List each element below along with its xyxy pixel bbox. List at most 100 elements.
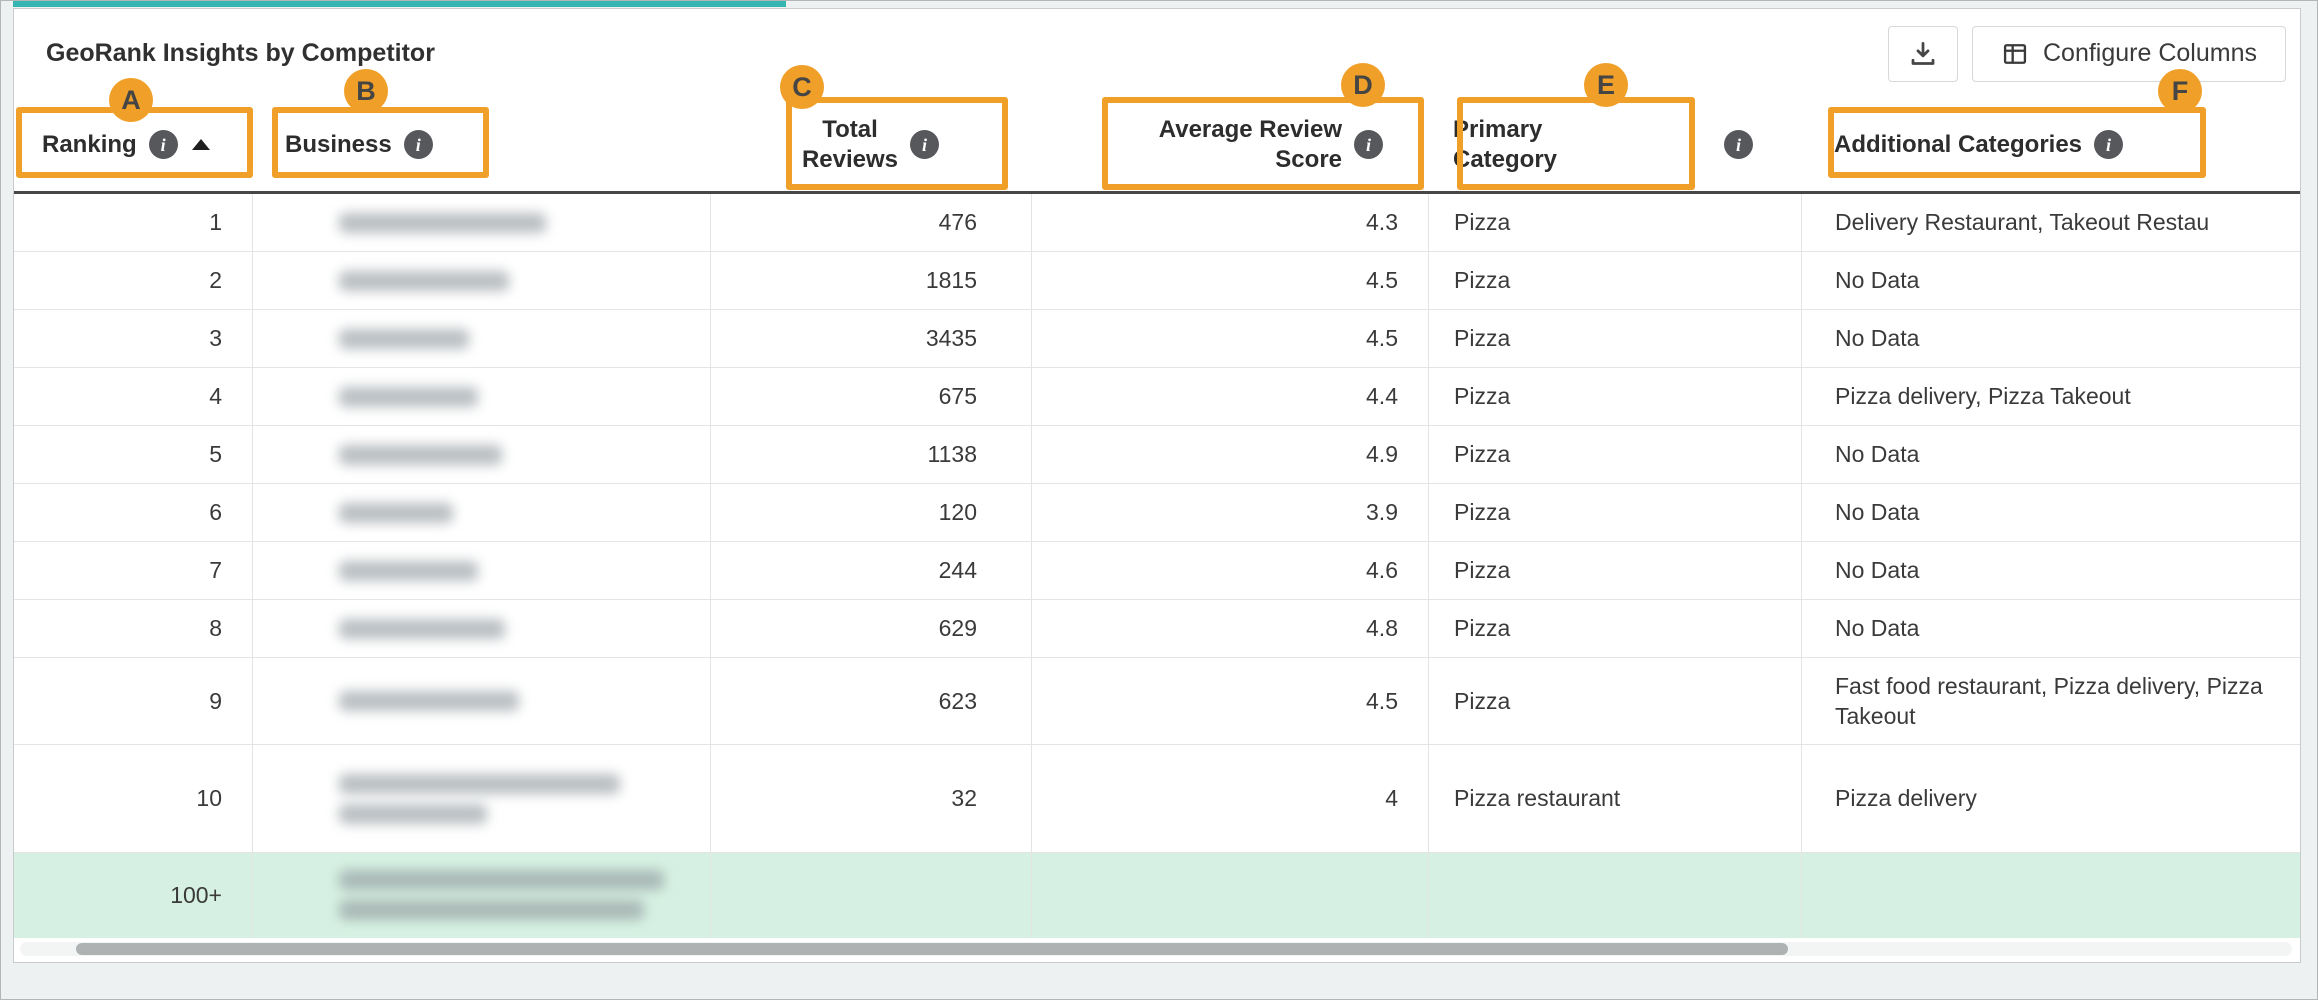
cell-total-reviews: 1138	[710, 426, 1031, 484]
cell-total-reviews	[710, 853, 1031, 938]
cell-primary-category: Pizza	[1428, 310, 1801, 368]
download-button[interactable]	[1888, 25, 1958, 82]
cell-additional-categories: No Data	[1801, 252, 2300, 310]
column-label-primary-category: Primary Category	[1453, 115, 1557, 174]
cell-business	[252, 484, 710, 542]
cell-total-reviews: 675	[710, 368, 1031, 426]
table-row: 3 3435 4.5 Pizza No Data	[14, 310, 2300, 368]
table-row: 1 476 4.3 Pizza Delivery Restaurant, Takeout…	[14, 194, 2300, 252]
table-row: 4 675 4.4 Pizza Pizza delivery, Pizza Takeou…	[14, 368, 2300, 426]
cell-business	[252, 368, 710, 426]
horizontal-scrollbar-thumb[interactable]	[76, 943, 1788, 955]
download-icon	[1908, 39, 1938, 69]
info-icon[interactable]	[2094, 130, 2124, 159]
cell-business	[252, 194, 710, 252]
cell-ranking: 100+	[14, 853, 252, 938]
top-accent-strip	[13, 1, 786, 7]
table-row: 9 623 4.5 Pizza Fast food restaurant, Pizza …	[14, 658, 2300, 745]
page-title: GeoRank Insights by Competitor	[46, 39, 435, 67]
info-icon[interactable]	[403, 130, 433, 159]
label-line: Total	[822, 116, 878, 144]
cell-average-review-score: 4.5	[1031, 658, 1428, 745]
cell-total-reviews: 476	[710, 194, 1031, 252]
table-row: 2 1815 4.5 Pizza No Data	[14, 252, 2300, 310]
cell-additional-categories: No Data	[1801, 600, 2300, 658]
column-header-total-reviews[interactable]: Total Reviews	[710, 98, 1031, 191]
table-row: 100+	[14, 853, 2300, 938]
column-header-ranking[interactable]: Ranking	[14, 98, 252, 191]
cell-primary-category: Pizza restaurant	[1428, 745, 1801, 853]
card-header: GeoRank Insights by Competitor C	[14, 9, 2300, 98]
cell-ranking: 4	[14, 368, 252, 426]
cell-average-review-score: 4.3	[1031, 194, 1428, 252]
configure-columns-label: Configure Columns	[2043, 39, 2257, 67]
column-header-additional-categories[interactable]: Additional Categories	[1801, 98, 2300, 191]
cell-total-reviews: 32	[710, 745, 1031, 853]
business-name-redacted	[339, 803, 487, 824]
info-icon[interactable]	[1354, 130, 1383, 159]
info-icon[interactable]	[148, 130, 178, 159]
table-header-row: Ranking Business Total Reviews Average R…	[14, 98, 2300, 194]
label-line: Primary	[1453, 116, 1543, 144]
cell-ranking: 2	[14, 252, 252, 310]
cell-average-review-score: 4.5	[1031, 252, 1428, 310]
cell-business	[252, 426, 710, 484]
business-name-redacted	[339, 212, 546, 233]
georank-insights-card: GeoRank Insights by Competitor C	[13, 8, 2301, 963]
column-header-average-review-score[interactable]: Average Review Score	[1031, 98, 1428, 191]
cell-average-review-score: 4.5	[1031, 310, 1428, 368]
cell-business	[252, 310, 710, 368]
cell-business	[252, 600, 710, 658]
table-row: 10 32 4 Pizza restaurant Pizza delivery	[14, 745, 2300, 853]
cell-primary-category: Pizza	[1428, 658, 1801, 745]
cell-additional-categories: Fast food restaurant, Pizza delivery, Pi…	[1801, 658, 2300, 745]
cell-average-review-score	[1031, 853, 1428, 938]
column-label-ranking: Ranking	[42, 130, 137, 158]
cell-ranking: 7	[14, 542, 252, 600]
cell-total-reviews: 120	[710, 484, 1031, 542]
cell-average-review-score: 4.8	[1031, 600, 1428, 658]
cell-total-reviews: 3435	[710, 310, 1031, 368]
cell-business	[252, 853, 710, 938]
column-label-total-reviews: Total Reviews	[802, 115, 898, 174]
cell-primary-category: Pizza	[1428, 426, 1801, 484]
cell-primary-category: Pizza	[1428, 368, 1801, 426]
cell-additional-categories: No Data	[1801, 426, 2300, 484]
cell-primary-category	[1428, 853, 1801, 938]
table-row: 5 1138 4.9 Pizza No Data	[14, 426, 2300, 484]
column-header-business[interactable]: Business	[252, 98, 710, 191]
info-icon[interactable]	[1724, 130, 1753, 159]
cell-ranking: 10	[14, 745, 252, 853]
column-header-primary-category[interactable]: Primary Category	[1428, 98, 1801, 191]
cell-average-review-score: 3.9	[1031, 484, 1428, 542]
business-name-redacted	[339, 444, 502, 465]
table-row: 7 244 4.6 Pizza No Data	[14, 542, 2300, 600]
business-name-redacted	[339, 560, 478, 581]
cell-additional-categories: Pizza delivery	[1801, 745, 2300, 853]
cell-business	[252, 252, 710, 310]
cell-primary-category: Pizza	[1428, 252, 1801, 310]
label-line: Category	[1453, 145, 1558, 173]
cell-ranking: 9	[14, 658, 252, 745]
cell-additional-categories: No Data	[1801, 484, 2300, 542]
business-name-redacted	[339, 870, 664, 890]
cell-total-reviews: 244	[710, 542, 1031, 600]
table-columns-icon	[2001, 40, 2029, 68]
cell-total-reviews: 623	[710, 658, 1031, 745]
cell-total-reviews: 1815	[710, 252, 1031, 310]
business-name-redacted	[339, 502, 453, 523]
cell-ranking: 5	[14, 426, 252, 484]
cell-primary-category: Pizza	[1428, 484, 1801, 542]
cell-ranking: 8	[14, 600, 252, 658]
configure-columns-button[interactable]: Configure Columns	[1972, 25, 2286, 82]
label-line: Reviews	[801, 145, 899, 173]
cell-business	[252, 745, 710, 853]
cell-total-reviews: 629	[710, 600, 1031, 658]
cell-ranking: 1	[14, 194, 252, 252]
sort-ascending-icon	[191, 139, 210, 150]
business-name-redacted	[339, 691, 519, 711]
cell-additional-categories: No Data	[1801, 542, 2300, 600]
info-icon[interactable]	[910, 130, 940, 159]
label-line: Average Review	[1158, 116, 1342, 144]
cell-additional-categories: Pizza delivery, Pizza Takeout	[1801, 368, 2300, 426]
